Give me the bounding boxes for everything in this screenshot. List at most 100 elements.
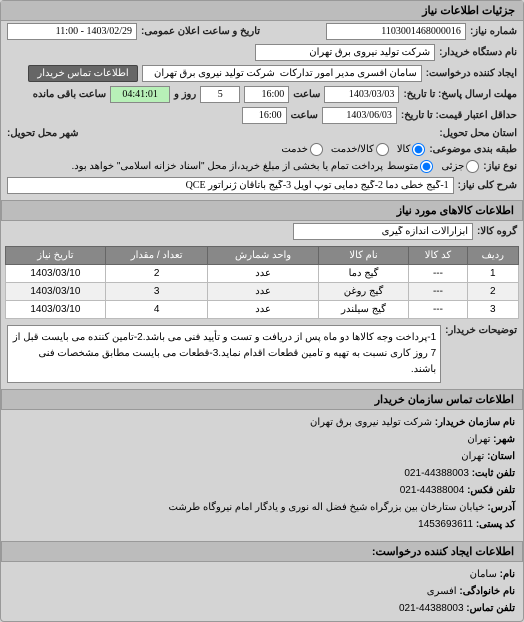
- days-label: روز و: [174, 89, 196, 100]
- goods-table: ردیفکد کالانام کالاواحد شمارشتعداد / مقد…: [5, 246, 519, 319]
- radio-medium[interactable]: متوسط: [387, 160, 433, 173]
- table-cell: 1403/03/10: [6, 301, 106, 319]
- creator-section-title: اطلاعات ایجاد کننده درخواست:: [1, 541, 523, 562]
- desc-text: 1-پرداخت وجه کالاها دو ماه پس از دریافت …: [7, 325, 441, 383]
- cr-name: سامان: [470, 569, 497, 580]
- goods-section-title: اطلاعات کالاهای مورد نیاز: [1, 200, 523, 221]
- table-cell: ---: [409, 301, 467, 319]
- table-cell: عدد: [208, 265, 318, 283]
- c-post: 1453693611: [418, 519, 473, 530]
- announce-input[interactable]: [7, 23, 137, 40]
- announce-label: تاریخ و ساعت اعلان عمومی:: [141, 26, 260, 37]
- radio-service[interactable]: خدمت: [281, 143, 323, 156]
- table-cell: 1403/03/10: [6, 265, 106, 283]
- buyer-org-input[interactable]: [255, 44, 435, 61]
- payment-note: پرداخت تمام یا بخشی از مبلغ خرید،از محل …: [71, 161, 383, 172]
- cr-phone-label: تلفن تماس:: [466, 603, 515, 614]
- row-buyer-org: نام دستگاه خریدار:: [1, 42, 523, 63]
- row-summary: شرح کلی نیاز:: [1, 175, 523, 196]
- radio-goods-service[interactable]: کالا/خدمت: [331, 143, 389, 156]
- validity-label: حداقل اعتبار قیمت: تا تاریخ:: [401, 110, 517, 121]
- radio-goods[interactable]: کالا: [397, 143, 426, 156]
- row-deadline: مهلت ارسال پاسخ: تا تاریخ: ساعت روز و سا…: [1, 84, 523, 105]
- c-org-label: نام سازمان خریدار:: [435, 417, 515, 428]
- table-header: تعداد / مقدار: [105, 247, 208, 265]
- validity-date-input[interactable]: [322, 107, 397, 124]
- cr-phone: 44388003-021: [399, 603, 464, 614]
- table-header: کد کالا: [409, 247, 467, 265]
- table-cell: 2: [105, 265, 208, 283]
- summary-input[interactable]: [7, 177, 454, 194]
- request-no-input[interactable]: [326, 23, 466, 40]
- delivery-state-label: استان محل تحویل:: [439, 128, 517, 139]
- deadline-label: مهلت ارسال پاسخ: تا تاریخ:: [403, 89, 517, 100]
- table-cell: 2: [467, 283, 518, 301]
- type-radio-group: جزئی متوسط: [387, 160, 479, 173]
- cr-name-label: نام:: [500, 569, 515, 580]
- table-cell: ---: [409, 283, 467, 301]
- cr-lname: افسری: [427, 586, 457, 597]
- table-cell: عدد: [208, 283, 318, 301]
- radio-small[interactable]: جزئی: [441, 160, 479, 173]
- deadline-date-input[interactable]: [324, 86, 399, 103]
- table-cell: ---: [409, 265, 467, 283]
- package-label: طبقه بندی موضوعی:: [429, 144, 517, 155]
- table-cell: 1403/03/10: [6, 283, 106, 301]
- c-city: تهران: [467, 434, 490, 445]
- type-label: نوع نیاز:: [483, 161, 517, 172]
- row-validity: حداقل اعتبار قیمت: تا تاریخ: ساعت: [1, 105, 523, 126]
- delivery-city-label: شهر محل تحویل:: [7, 128, 79, 139]
- contact-section-title: اطلاعات تماس سازمان خریدار: [1, 389, 523, 410]
- desc-label: توضیحات خریدار:: [445, 325, 517, 336]
- time-label-1: ساعت: [293, 89, 320, 100]
- table-cell: عدد: [208, 301, 318, 319]
- cr-lname-label: نام خانوادگی:: [459, 586, 515, 597]
- group-label: گروه کالا:: [477, 226, 517, 237]
- group-input[interactable]: [293, 223, 473, 240]
- c-phone: 44388003-021: [404, 468, 469, 479]
- c-fax-label: تلفن فکس:: [467, 485, 515, 496]
- table-cell: 3: [467, 301, 518, 319]
- table-header: تاریخ نیاز: [6, 247, 106, 265]
- remain-label: ساعت باقی مانده: [33, 89, 106, 100]
- table-header: واحد شمارش: [208, 247, 318, 265]
- row-need-type: نوع نیاز: جزئی متوسط پرداخت تمام یا بخشی…: [1, 158, 523, 175]
- goods-table-wrap: ردیفکد کالانام کالاواحد شمارشتعداد / مقد…: [1, 242, 523, 323]
- c-org: شرکت تولید نیروی برق تهران: [310, 417, 432, 428]
- requester-input[interactable]: [142, 65, 422, 82]
- panel-title: جزئیات اطلاعات نیاز: [1, 1, 523, 21]
- table-cell: گیج سیلندر: [318, 301, 409, 319]
- c-post-label: کد پستی:: [476, 519, 515, 530]
- package-radio-group: کالا کالا/خدمت خدمت: [281, 143, 425, 156]
- c-state-label: استان:: [487, 451, 515, 462]
- remain-time-input: [110, 86, 170, 103]
- buyer-contact-button[interactable]: اطلاعات تماس خریدار: [28, 65, 137, 82]
- table-cell: گیج دما: [318, 265, 409, 283]
- row-group: گروه کالا:: [1, 221, 523, 242]
- c-fax: 44388004-021: [400, 485, 465, 496]
- buyer-org-label: نام دستگاه خریدار:: [439, 47, 517, 58]
- table-cell: 3: [105, 283, 208, 301]
- c-state: تهران: [461, 451, 484, 462]
- c-city-label: شهر:: [493, 434, 515, 445]
- table-header: ردیف: [467, 247, 518, 265]
- row-delivery: استان محل تحویل: شهر محل تحویل:: [1, 126, 523, 141]
- table-cell: 4: [105, 301, 208, 319]
- table-cell: 1: [467, 265, 518, 283]
- row-desc: توضیحات خریدار: 1-پرداخت وجه کالاها دو م…: [1, 323, 523, 385]
- request-no-label: شماره نیاز:: [470, 26, 517, 37]
- validity-time-input[interactable]: [242, 107, 287, 124]
- time-label-2: ساعت: [291, 110, 318, 121]
- table-row[interactable]: 1---گیج دماعدد21403/03/10: [6, 265, 519, 283]
- c-addr-label: آدرس:: [487, 502, 515, 513]
- table-row[interactable]: 2---گیج روغنعدد31403/03/10: [6, 283, 519, 301]
- table-row[interactable]: 3---گیج سیلندرعدد41403/03/10: [6, 301, 519, 319]
- row-request-no: شماره نیاز: تاریخ و ساعت اعلان عمومی:: [1, 21, 523, 42]
- deadline-time-input[interactable]: [244, 86, 289, 103]
- c-phone-label: تلفن ثابت:: [472, 468, 515, 479]
- requester-label: ایجاد کننده درخواست:: [426, 68, 517, 79]
- contact-block: نام سازمان خریدار: شرکت تولید نیروی برق …: [1, 410, 523, 537]
- table-header: نام کالا: [318, 247, 409, 265]
- row-package-type: طبقه بندی موضوعی: کالا کالا/خدمت خدمت: [1, 141, 523, 158]
- days-input[interactable]: [200, 86, 240, 103]
